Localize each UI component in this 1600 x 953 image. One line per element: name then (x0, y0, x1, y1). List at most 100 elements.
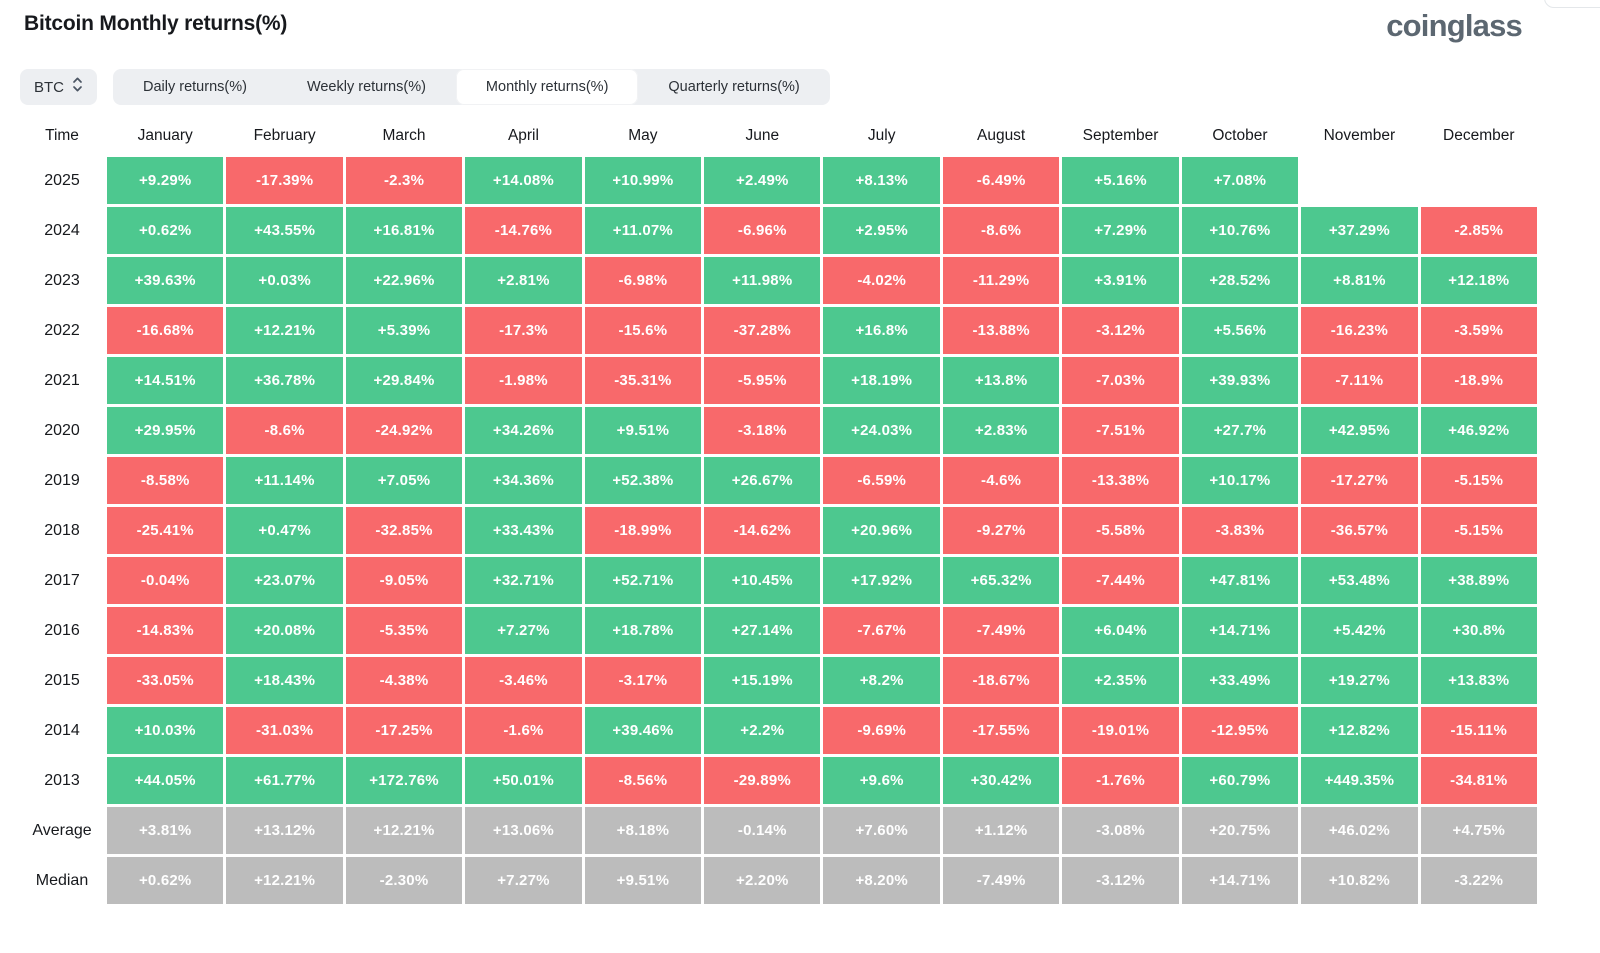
return-cell: -17.3% (465, 307, 582, 354)
row-label-2020: 2020 (44, 421, 80, 439)
return-cell: +3.91% (1062, 257, 1179, 304)
return-cell: -5.58% (1062, 507, 1179, 554)
return-cell: +1.12% (942, 807, 1060, 854)
return-cell: +26.67% (704, 457, 821, 504)
tab-weekly-returns[interactable]: Weekly returns(%) (306, 79, 426, 95)
return-cell: +7.29% (1062, 207, 1179, 254)
return-cell: +34.26% (465, 407, 582, 454)
return-cell: +5.39% (345, 307, 463, 354)
return-cell: +32.71% (465, 557, 582, 604)
return-cell: +29.95% (107, 407, 224, 454)
return-cell: +2.35% (1062, 657, 1179, 704)
return-cell: +11.07% (584, 207, 702, 254)
return-cell: +27.7% (1181, 407, 1299, 454)
tab-daily-returns[interactable]: Daily returns(%) (143, 79, 247, 95)
return-cell: +30.42% (942, 757, 1060, 804)
return-cell: -4.02% (823, 257, 940, 304)
return-cell: +10.99% (584, 157, 702, 204)
return-cell: +11.98% (704, 257, 821, 304)
return-cell (1301, 157, 1417, 204)
return-cell: +18.43% (226, 657, 343, 704)
return-cell: -18.9% (1420, 357, 1537, 404)
return-cell: +14.51% (107, 357, 224, 404)
return-cell: +37.29% (1301, 207, 1418, 254)
return-cell: +12.18% (1420, 257, 1537, 304)
return-cell: -7.51% (1062, 407, 1179, 454)
return-cell: -7.67% (823, 607, 940, 654)
row-label-2024: 2024 (44, 221, 80, 239)
return-cell: -3.12% (1062, 857, 1179, 904)
return-cell: +27.14% (704, 607, 821, 654)
return-cell: +5.56% (1181, 307, 1299, 354)
return-cell: -5.15% (1420, 457, 1537, 504)
return-cell: +39.46% (584, 707, 702, 754)
return-cell: +28.52% (1181, 257, 1299, 304)
month-header-october: October (1212, 127, 1268, 144)
return-cell: +16.81% (345, 207, 463, 254)
return-cell: -14.83% (107, 607, 224, 654)
return-cell: -8.6% (942, 207, 1060, 254)
tab-monthly-returns[interactable]: Monthly returns(%) (455, 69, 639, 105)
return-cell: +9.51% (584, 857, 702, 904)
return-cell: -3.12% (1062, 307, 1179, 354)
return-cell: -2.30% (345, 857, 463, 904)
return-cell: +9.51% (584, 407, 702, 454)
month-header-november: November (1323, 127, 1396, 144)
return-cell: +9.29% (107, 157, 224, 204)
return-cell: +65.32% (942, 557, 1060, 604)
tab-quarterly-returns[interactable]: Quarterly returns(%) (668, 79, 800, 95)
row-label-2025: 2025 (44, 171, 80, 189)
return-cell: +10.82% (1301, 857, 1418, 904)
return-cell: +7.27% (465, 607, 582, 654)
return-cell: +30.8% (1420, 607, 1537, 654)
return-cell: +46.92% (1420, 407, 1537, 454)
return-cell: -2.3% (345, 157, 463, 204)
row-label-2018: 2018 (44, 521, 80, 539)
return-cell: +9.6% (823, 757, 940, 804)
return-cell: +60.79% (1181, 757, 1299, 804)
return-cell: -15.11% (1420, 707, 1537, 754)
return-cell: +52.71% (584, 557, 702, 604)
return-cell: -3.59% (1420, 307, 1537, 354)
return-cell: +0.62% (107, 857, 224, 904)
row-label-2022: 2022 (44, 321, 80, 339)
return-cell: +2.49% (704, 157, 821, 204)
symbol-select[interactable]: BTC (20, 69, 97, 105)
return-cell: +8.18% (584, 807, 702, 854)
return-cell: -7.44% (1062, 557, 1179, 604)
return-cell: +10.45% (704, 557, 821, 604)
row-label-2015: 2015 (44, 671, 80, 689)
return-cell: -32.85% (345, 507, 463, 554)
return-cell: +449.35% (1301, 757, 1418, 804)
return-cell: +10.03% (107, 707, 224, 754)
return-cell: +22.96% (345, 257, 463, 304)
month-header-april: April (507, 127, 539, 144)
return-cell: +16.8% (823, 307, 940, 354)
tab-group: Daily returns(%) Weekly returns(%) Monthly… (113, 69, 830, 105)
return-cell: +8.81% (1301, 257, 1418, 304)
updown-chevrons-icon (72, 76, 83, 98)
return-cell: -13.88% (942, 307, 1060, 354)
row-label-2023: 2023 (44, 271, 80, 289)
return-cell: -18.67% (942, 657, 1060, 704)
month-header-may: May (628, 127, 658, 144)
return-cell: -7.49% (942, 607, 1060, 654)
row-label-2021: 2021 (44, 371, 80, 389)
monthly-returns-table: Time January February March April May June July… (20, 118, 1537, 904)
return-cell: +43.55% (226, 207, 343, 254)
return-cell: +14.08% (465, 157, 582, 204)
return-cell: -6.59% (823, 457, 940, 504)
return-cell: +46.02% (1301, 807, 1418, 854)
return-cell: +20.08% (226, 607, 343, 654)
row-label-2014: 2014 (44, 721, 80, 739)
return-cell: +2.83% (942, 407, 1060, 454)
month-header-june: June (745, 127, 780, 144)
return-cell: -15.6% (584, 307, 702, 354)
month-header-september: September (1082, 127, 1159, 144)
return-cell: +7.27% (465, 857, 582, 904)
return-cell: +47.81% (1181, 557, 1299, 604)
return-cell: -8.6% (226, 407, 343, 454)
return-cell: -6.49% (942, 157, 1060, 204)
return-cell: +13.83% (1420, 657, 1537, 704)
return-cell: +33.49% (1181, 657, 1299, 704)
